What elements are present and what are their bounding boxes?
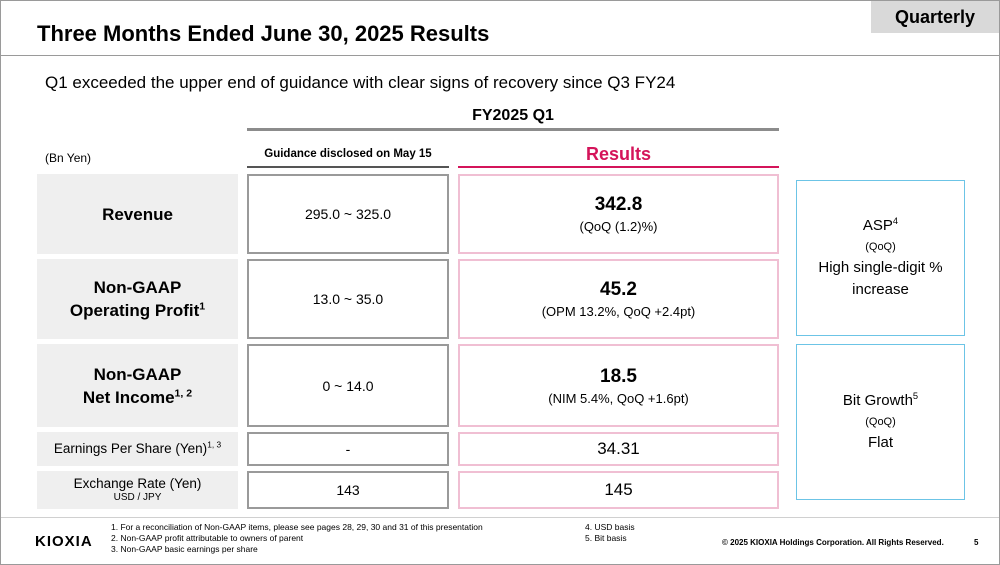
guidance-cell-net-income: 0 ~ 14.0: [247, 344, 449, 427]
row-label-text: Operating Profit: [69, 301, 200, 320]
result-value: 45.2: [600, 279, 637, 300]
title-divider: [1, 55, 999, 56]
footnotes-right: 4. USD basis 5. Bit basis: [585, 522, 635, 544]
result-note: (OPM 13.2%, QoQ +2.4pt): [541, 304, 696, 319]
footer-divider: [1, 517, 999, 518]
result-cell-exchange-rate: 145: [458, 471, 779, 509]
bit-growth-sub: (QoQ): [865, 416, 896, 428]
result-cell-eps: 34.31: [458, 432, 779, 466]
guidance-cell-revenue: 295.0 ~ 325.0: [247, 174, 449, 254]
kioxia-logo: KIOXIA: [35, 533, 93, 550]
result-value: 18.5: [600, 365, 637, 387]
asp-sub: (QoQ): [865, 241, 896, 253]
quarterly-tag: Quarterly: [871, 1, 999, 33]
result-cell-revenue: 342.8 (QoQ (1.2)%): [458, 174, 779, 254]
asp-title: ASP: [862, 217, 893, 234]
guidance-cell-exchange-rate: 143: [247, 471, 449, 509]
result-note: (QoQ (1.2)%): [579, 219, 658, 234]
bit-growth-title: Bit Growth: [842, 392, 913, 409]
row-label-text: Non-GAAP: [93, 278, 182, 297]
result-value: 145: [604, 480, 633, 499]
footnote: 4. USD basis: [585, 522, 635, 532]
guidance-value: 143: [336, 482, 360, 498]
asp-line2: increase: [852, 281, 909, 298]
bit-growth-box: Bit Growth5 (QoQ) Flat: [796, 344, 965, 500]
guidance-value: 0 ~ 14.0: [322, 377, 374, 394]
footnote-ref: 5: [912, 391, 919, 401]
guidance-value: 295.0 ~ 325.0: [304, 206, 392, 222]
row-label-operating-profit: Non-GAAP Operating Profit1: [37, 259, 238, 339]
footnote-ref: 1, 3: [207, 439, 222, 450]
bit-growth-line1: Flat: [867, 434, 893, 451]
row-label-revenue: Revenue: [37, 174, 238, 254]
asp-line1: High single-digit %: [818, 259, 943, 276]
guidance-cell-operating-profit: 13.0 ~ 35.0: [247, 259, 449, 339]
result-cell-operating-profit: 45.2 (OPM 13.2%, QoQ +2.4pt): [458, 259, 779, 339]
row-label-text: Exchange Rate (Yen): [73, 476, 202, 491]
page-number: 5: [974, 538, 979, 547]
result-value: 342.8: [594, 194, 643, 215]
asp-box: ASP4 (QoQ) High single-digit % increase: [796, 180, 965, 336]
footnote: 3. Non-GAAP basic earnings per share: [111, 544, 258, 554]
result-note: (NIM 5.4%, QoQ +1.6pt): [548, 390, 689, 406]
footnote: 1. For a reconciliation of Non-GAAP item…: [111, 522, 483, 532]
page-subtitle: Q1 exceeded the upper end of guidance wi…: [45, 73, 676, 92]
footnote: 5. Bit basis: [585, 533, 627, 543]
results-divider: [458, 166, 779, 168]
row-label-text: Earnings Per Share (Yen): [53, 441, 208, 456]
row-label-text: Non-GAAP: [93, 364, 182, 384]
guidance-cell-eps: -: [247, 432, 449, 466]
footnote-ref: 4: [892, 216, 899, 226]
result-value: 34.31: [597, 439, 640, 458]
row-label-text: Revenue: [102, 204, 173, 224]
row-label-text: Net Income: [82, 387, 175, 407]
guidance-header: Guidance disclosed on May 15: [264, 148, 432, 160]
row-label-subtext: USD / JPY: [113, 492, 162, 503]
footnote: 2. Non-GAAP profit attributable to owner…: [111, 533, 304, 543]
unit-label: (Bn Yen): [45, 151, 92, 165]
copyright: © 2025 KIOXIA Holdings Corporation. All …: [722, 538, 944, 547]
period-divider: [247, 128, 779, 131]
guidance-value: 13.0 ~ 35.0: [312, 291, 384, 307]
results-header: Results: [585, 144, 652, 164]
result-cell-net-income: 18.5 (NIM 5.4%, QoQ +1.6pt): [458, 344, 779, 427]
row-label-exchange-rate: Exchange Rate (Yen) USD / JPY: [37, 471, 238, 509]
period-header: FY2025 Q1: [472, 107, 554, 124]
guidance-value: -: [345, 441, 351, 457]
footnotes-left: 1. For a reconciliation of Non-GAAP item…: [111, 522, 483, 555]
page-title: Three Months Ended June 30, 2025 Results: [37, 21, 490, 46]
guidance-divider: [247, 166, 449, 168]
footnote-ref: 1, 2: [174, 386, 193, 399]
footnote-ref: 1: [199, 300, 206, 313]
row-label-net-income: Non-GAAP Net Income1, 2: [37, 344, 238, 427]
row-label-eps: Earnings Per Share (Yen)1, 3: [37, 432, 238, 466]
